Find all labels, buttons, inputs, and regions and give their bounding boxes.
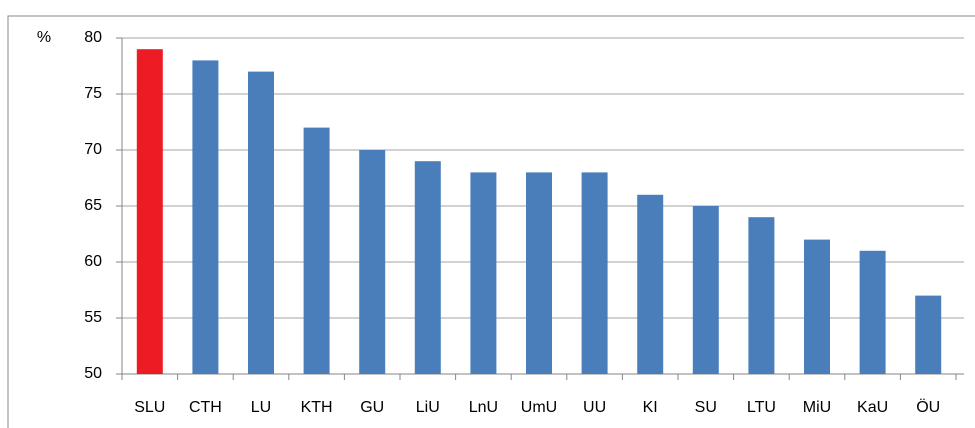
bar	[526, 172, 552, 374]
chart-frame	[7, 15, 975, 428]
bar	[692, 206, 719, 374]
x-tick-label: MiU	[803, 399, 831, 416]
bar	[470, 172, 497, 374]
x-tick-label: CTH	[189, 399, 222, 416]
bar	[248, 71, 274, 374]
bar	[359, 150, 386, 374]
bar	[637, 194, 664, 374]
y-axis-label: %	[37, 29, 51, 46]
x-tick-label: LTU	[747, 399, 776, 416]
x-tick-label: SU	[695, 399, 717, 416]
bar	[414, 161, 441, 374]
y-tick-label: 55	[84, 309, 102, 326]
y-tick-label: 50	[84, 365, 102, 382]
bar	[303, 127, 330, 374]
bar	[192, 60, 219, 375]
x-tick-label: LiU	[416, 399, 440, 416]
bar	[915, 295, 942, 374]
y-tick-label: 80	[84, 29, 102, 46]
x-tick-label: LU	[251, 399, 271, 416]
x-tick-label: SLU	[134, 399, 165, 416]
x-tick-label: GU	[360, 399, 384, 416]
y-tick-label: 65	[84, 197, 102, 214]
bar	[136, 49, 163, 374]
y-tick-label: 70	[84, 141, 102, 158]
x-tick-label: KI	[643, 399, 658, 416]
x-tick-label: KaU	[857, 399, 888, 416]
bar	[581, 172, 608, 374]
bar	[804, 239, 830, 374]
x-tick-label: ÖU	[916, 398, 940, 416]
bar	[859, 250, 886, 374]
y-tick-label: 60	[84, 253, 102, 270]
x-tick-label: UmU	[521, 399, 557, 416]
x-tick-label: LnU	[469, 399, 498, 416]
y-tick-label: 75	[84, 85, 102, 102]
bar	[748, 217, 775, 374]
x-tick-label: KTH	[301, 399, 333, 416]
x-tick-label: UU	[583, 399, 606, 416]
